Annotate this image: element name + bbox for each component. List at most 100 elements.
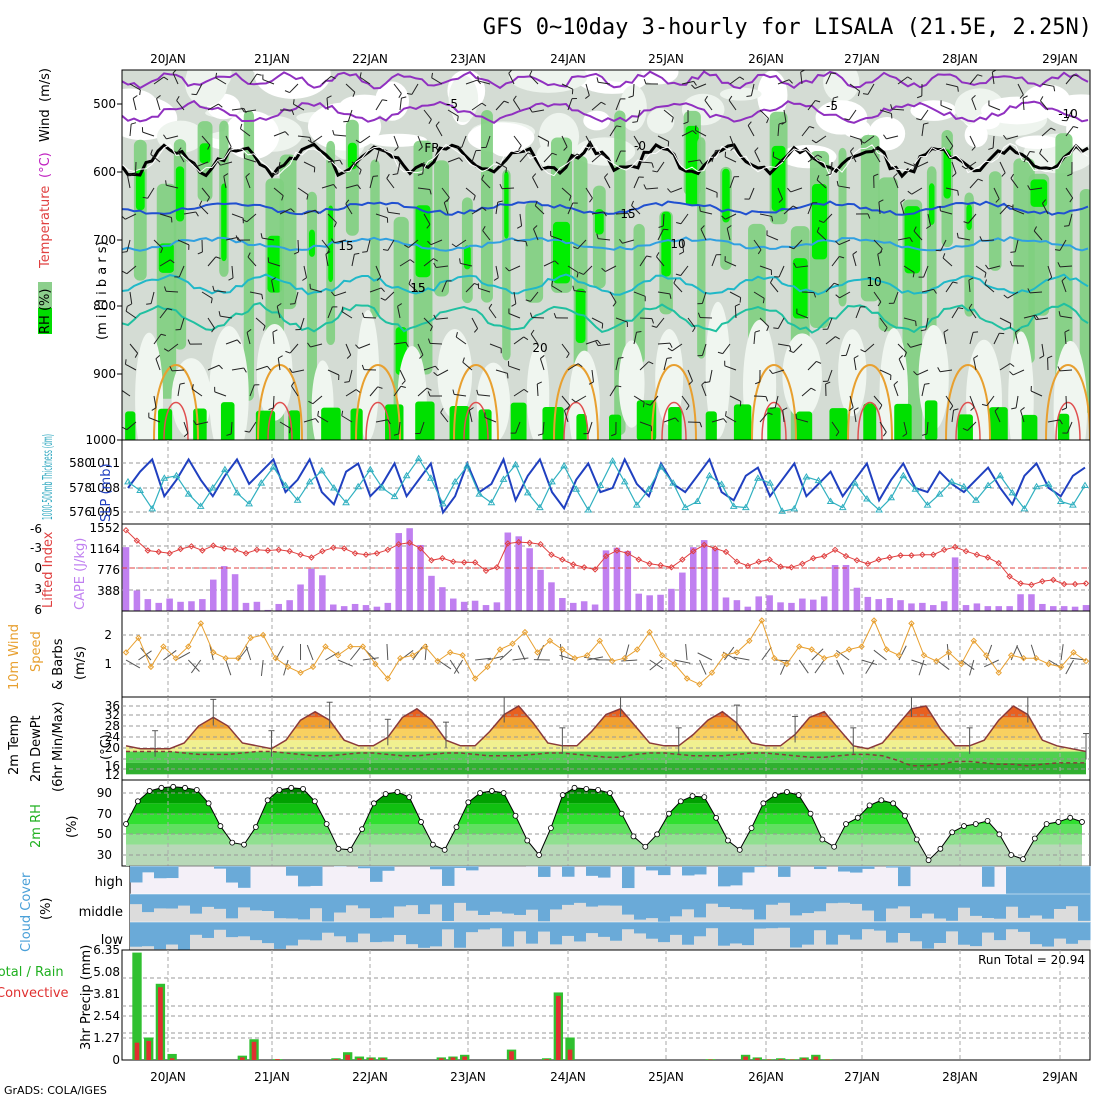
wind-barb — [297, 239, 300, 253]
cloud-cell — [874, 922, 887, 931]
li-point — [253, 546, 261, 554]
rh-cell — [719, 87, 762, 101]
li-point — [1028, 581, 1035, 589]
cloud-cell — [346, 894, 359, 906]
slp-tick: 1008 — [89, 481, 120, 495]
wind-barb — [529, 74, 539, 85]
wind-barb — [508, 313, 521, 319]
temp-ylabel-2: 2m DewPt — [29, 715, 44, 782]
li-point — [886, 554, 893, 561]
wind-barb — [559, 654, 575, 661]
rh-cell — [463, 245, 471, 270]
wind-barb-flag — [651, 162, 654, 168]
wind-barb-flag — [386, 173, 390, 179]
wind-barb-flag — [406, 93, 412, 95]
li-point — [690, 547, 697, 555]
rh-point — [854, 814, 861, 821]
wind-barb — [986, 395, 995, 406]
wind-barb-flag — [518, 145, 522, 151]
cloud-cell — [730, 922, 743, 944]
wind-barb — [543, 152, 553, 163]
wind-barb-flag — [789, 345, 792, 351]
wind-barb — [893, 176, 899, 189]
wind-barb — [245, 176, 251, 189]
wind-barb — [687, 369, 693, 382]
wind-barb-flag — [815, 99, 821, 103]
li-point — [755, 558, 762, 565]
wind-barb — [567, 98, 573, 111]
wind-point — [771, 654, 778, 662]
wind-barb — [532, 177, 539, 189]
wind-barb-flag — [333, 184, 337, 189]
li-point — [635, 556, 642, 563]
wind-barb-flag — [809, 126, 815, 129]
wind-point — [646, 628, 653, 636]
wind-barb-flag — [968, 277, 974, 281]
temp-tick: 16 — [105, 759, 120, 773]
wind-point — [808, 646, 815, 653]
li-ylabel: Lifted Index — [41, 531, 56, 608]
rh-point — [229, 839, 236, 846]
wind-barb — [774, 395, 779, 408]
wind-barb — [201, 135, 211, 146]
wind-barb-flag — [341, 306, 344, 312]
wind-barb-flag — [923, 122, 929, 125]
wind-barb — [299, 317, 305, 330]
wind-barb-flag — [267, 365, 271, 371]
thickness-point — [935, 490, 944, 497]
wind-barb-flag — [771, 216, 774, 222]
rh-cell — [598, 70, 642, 82]
wind-barb-flag — [529, 107, 533, 113]
date-label: 27JAN — [844, 1070, 880, 1084]
wind-barb — [430, 239, 443, 246]
wind-barb — [455, 336, 467, 345]
rh-point — [512, 812, 519, 819]
wind-barb — [1022, 97, 1025, 111]
wind-barb — [801, 291, 815, 294]
wind-barb — [879, 421, 887, 433]
cloud-cell — [958, 922, 971, 945]
rh-line — [125, 786, 1083, 862]
rh-cell — [552, 221, 571, 284]
thickness-point — [463, 461, 472, 469]
wind-barb — [196, 161, 209, 167]
wind-barb — [657, 291, 670, 295]
rh-cell — [792, 258, 808, 319]
cloud-cell — [838, 894, 851, 903]
rh-cell — [829, 408, 848, 440]
cloud-cell — [226, 866, 239, 883]
cloud-cell — [1042, 866, 1055, 894]
wind-barb-flag — [206, 197, 211, 202]
wind-barb-flag — [165, 180, 167, 186]
wind-barb — [900, 202, 905, 215]
wind-barb — [244, 109, 257, 113]
wind-barb-flag — [757, 249, 762, 255]
precip-conv-bar — [438, 1058, 444, 1060]
wind-barb-flag — [747, 121, 752, 126]
wind-barb — [443, 202, 449, 215]
wind-barb-flag — [787, 187, 792, 193]
rh-point — [1020, 856, 1026, 863]
wind-barb — [225, 659, 232, 676]
wind-barb-flag — [618, 356, 624, 359]
wind-barb-flag — [1010, 173, 1015, 179]
wind-barb — [807, 100, 816, 111]
cloud-cell — [730, 866, 743, 886]
wind-barb — [911, 187, 923, 195]
wind-barb-flag — [977, 74, 983, 77]
wind-barb — [225, 135, 232, 148]
li-point — [340, 545, 348, 552]
wind-barb — [681, 80, 694, 85]
date-label: 26JAN — [748, 52, 784, 66]
wind-barb — [393, 341, 406, 345]
wind-barb — [533, 228, 539, 241]
wind-barb — [1010, 645, 1019, 661]
rh-point — [961, 823, 967, 829]
wind-barb — [1007, 291, 1019, 299]
cloud-cell — [826, 894, 839, 904]
cloud-cell — [370, 894, 383, 919]
wind-barb-flag — [922, 433, 928, 436]
thickness-point — [317, 466, 326, 474]
wind-barb-flag — [1069, 197, 1074, 203]
